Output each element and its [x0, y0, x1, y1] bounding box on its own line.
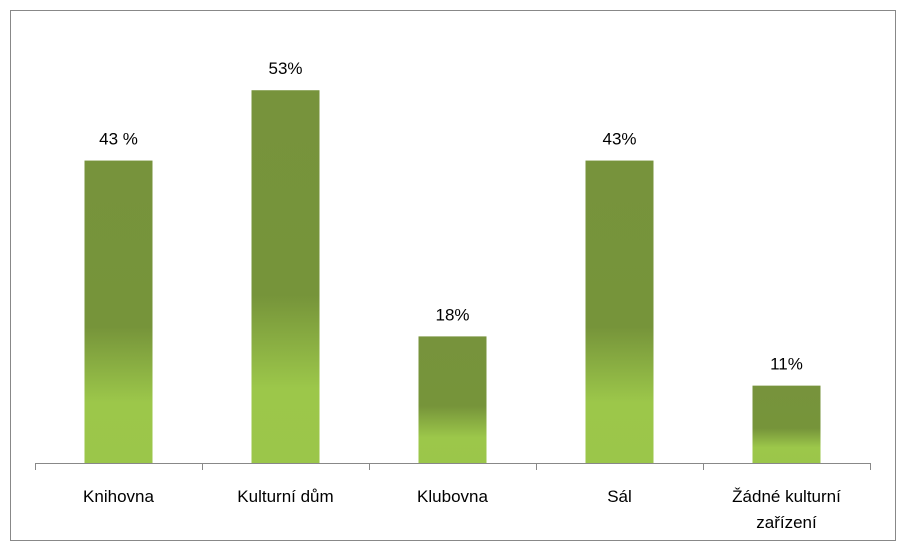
bar [585, 160, 654, 464]
x-tick-label: Žádné kulturní zařízení [732, 487, 841, 532]
value-label: 11% [770, 355, 803, 374]
value-label: 53% [268, 59, 302, 78]
bar [251, 90, 320, 463]
x-tick-label: Klubovna [417, 487, 488, 506]
bar [752, 385, 821, 463]
chart-border [10, 10, 896, 541]
value-label: 43% [602, 130, 636, 149]
x-tick-label: Sál [607, 487, 632, 506]
x-tick-label: Kulturní dům [237, 487, 334, 506]
x-tick-label: Knihovna [83, 487, 154, 506]
value-label: 18% [435, 305, 469, 324]
value-label: 43 % [99, 130, 138, 149]
bar [418, 336, 487, 463]
bar [84, 160, 153, 464]
